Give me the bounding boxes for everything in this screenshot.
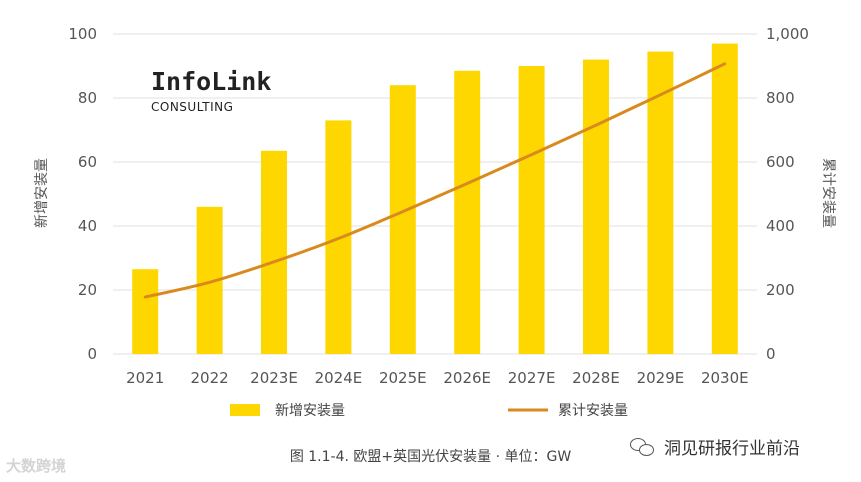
x-tick-label: 2024E xyxy=(315,369,363,387)
y-axis-right-ticks: 0 200 400 600 800 1,000 xyxy=(766,25,809,363)
watermark-right: 洞见研报行业前沿 xyxy=(630,434,800,459)
y-axis-right-title: 累计安装量 xyxy=(820,158,836,228)
bar xyxy=(711,43,738,354)
x-tick-label: 2030E xyxy=(701,369,749,387)
y-left-tick-label: 80 xyxy=(78,89,97,107)
watermark-right-text: 洞见研报行业前沿 xyxy=(664,439,800,459)
y-left-tick-label: 100 xyxy=(68,25,97,43)
bar xyxy=(583,59,609,354)
infolink-logo: InfoLink xyxy=(151,67,271,96)
x-tick-label: 2029E xyxy=(637,369,685,387)
y-right-tick-label: 0 xyxy=(766,345,776,363)
x-tick-label: 2022 xyxy=(191,369,229,387)
y-right-tick-label: 600 xyxy=(766,153,795,171)
y-right-tick-label: 200 xyxy=(766,281,795,299)
line-series xyxy=(143,62,727,299)
figure-caption: 图 1.1-4. 欧盟+英国光伏安装量 · 单位：GW xyxy=(289,449,572,465)
watermark-left: 大数跨境 xyxy=(6,457,67,475)
bar-series xyxy=(132,43,738,355)
infolink-logo-sub: CONSULTING xyxy=(151,100,233,114)
y-right-tick-label: 400 xyxy=(766,217,795,235)
bar xyxy=(132,269,159,354)
bar xyxy=(389,85,416,354)
x-tick-label: 2021 xyxy=(126,369,164,387)
x-tick-label: 2025E xyxy=(379,369,427,387)
y-axis-left-title: 新增安装量 xyxy=(34,158,50,228)
bar xyxy=(454,70,481,355)
y-left-tick-label: 0 xyxy=(87,345,97,363)
x-tick-label: 2026E xyxy=(443,369,491,387)
bar xyxy=(261,150,287,354)
y-right-tick-label: 1,000 xyxy=(766,25,809,43)
bar xyxy=(647,51,674,354)
wechat-icon xyxy=(630,437,656,457)
x-axis-ticks: 2021 2022 2023E 2024E 2025E 2026E 2027E 2028E 20… xyxy=(126,369,749,387)
y-axis-left-ticks: 0 20 40 60 80 100 xyxy=(68,25,97,363)
y-left-tick-label: 20 xyxy=(78,281,97,299)
x-tick-label: 2028E xyxy=(572,369,620,387)
cumulative-line xyxy=(143,62,727,299)
y-right-tick-label: 800 xyxy=(766,89,795,107)
y-left-tick-label: 60 xyxy=(78,153,97,171)
x-tick-label: 2023E xyxy=(250,369,298,387)
bar xyxy=(518,66,545,354)
legend-bar-swatch xyxy=(230,404,260,416)
x-tick-label: 2027E xyxy=(508,369,556,387)
legend-bar-label: 新增安装量 xyxy=(275,403,345,419)
legend-line-label: 累计安装量 xyxy=(558,403,628,419)
y-left-tick-label: 40 xyxy=(78,217,97,235)
